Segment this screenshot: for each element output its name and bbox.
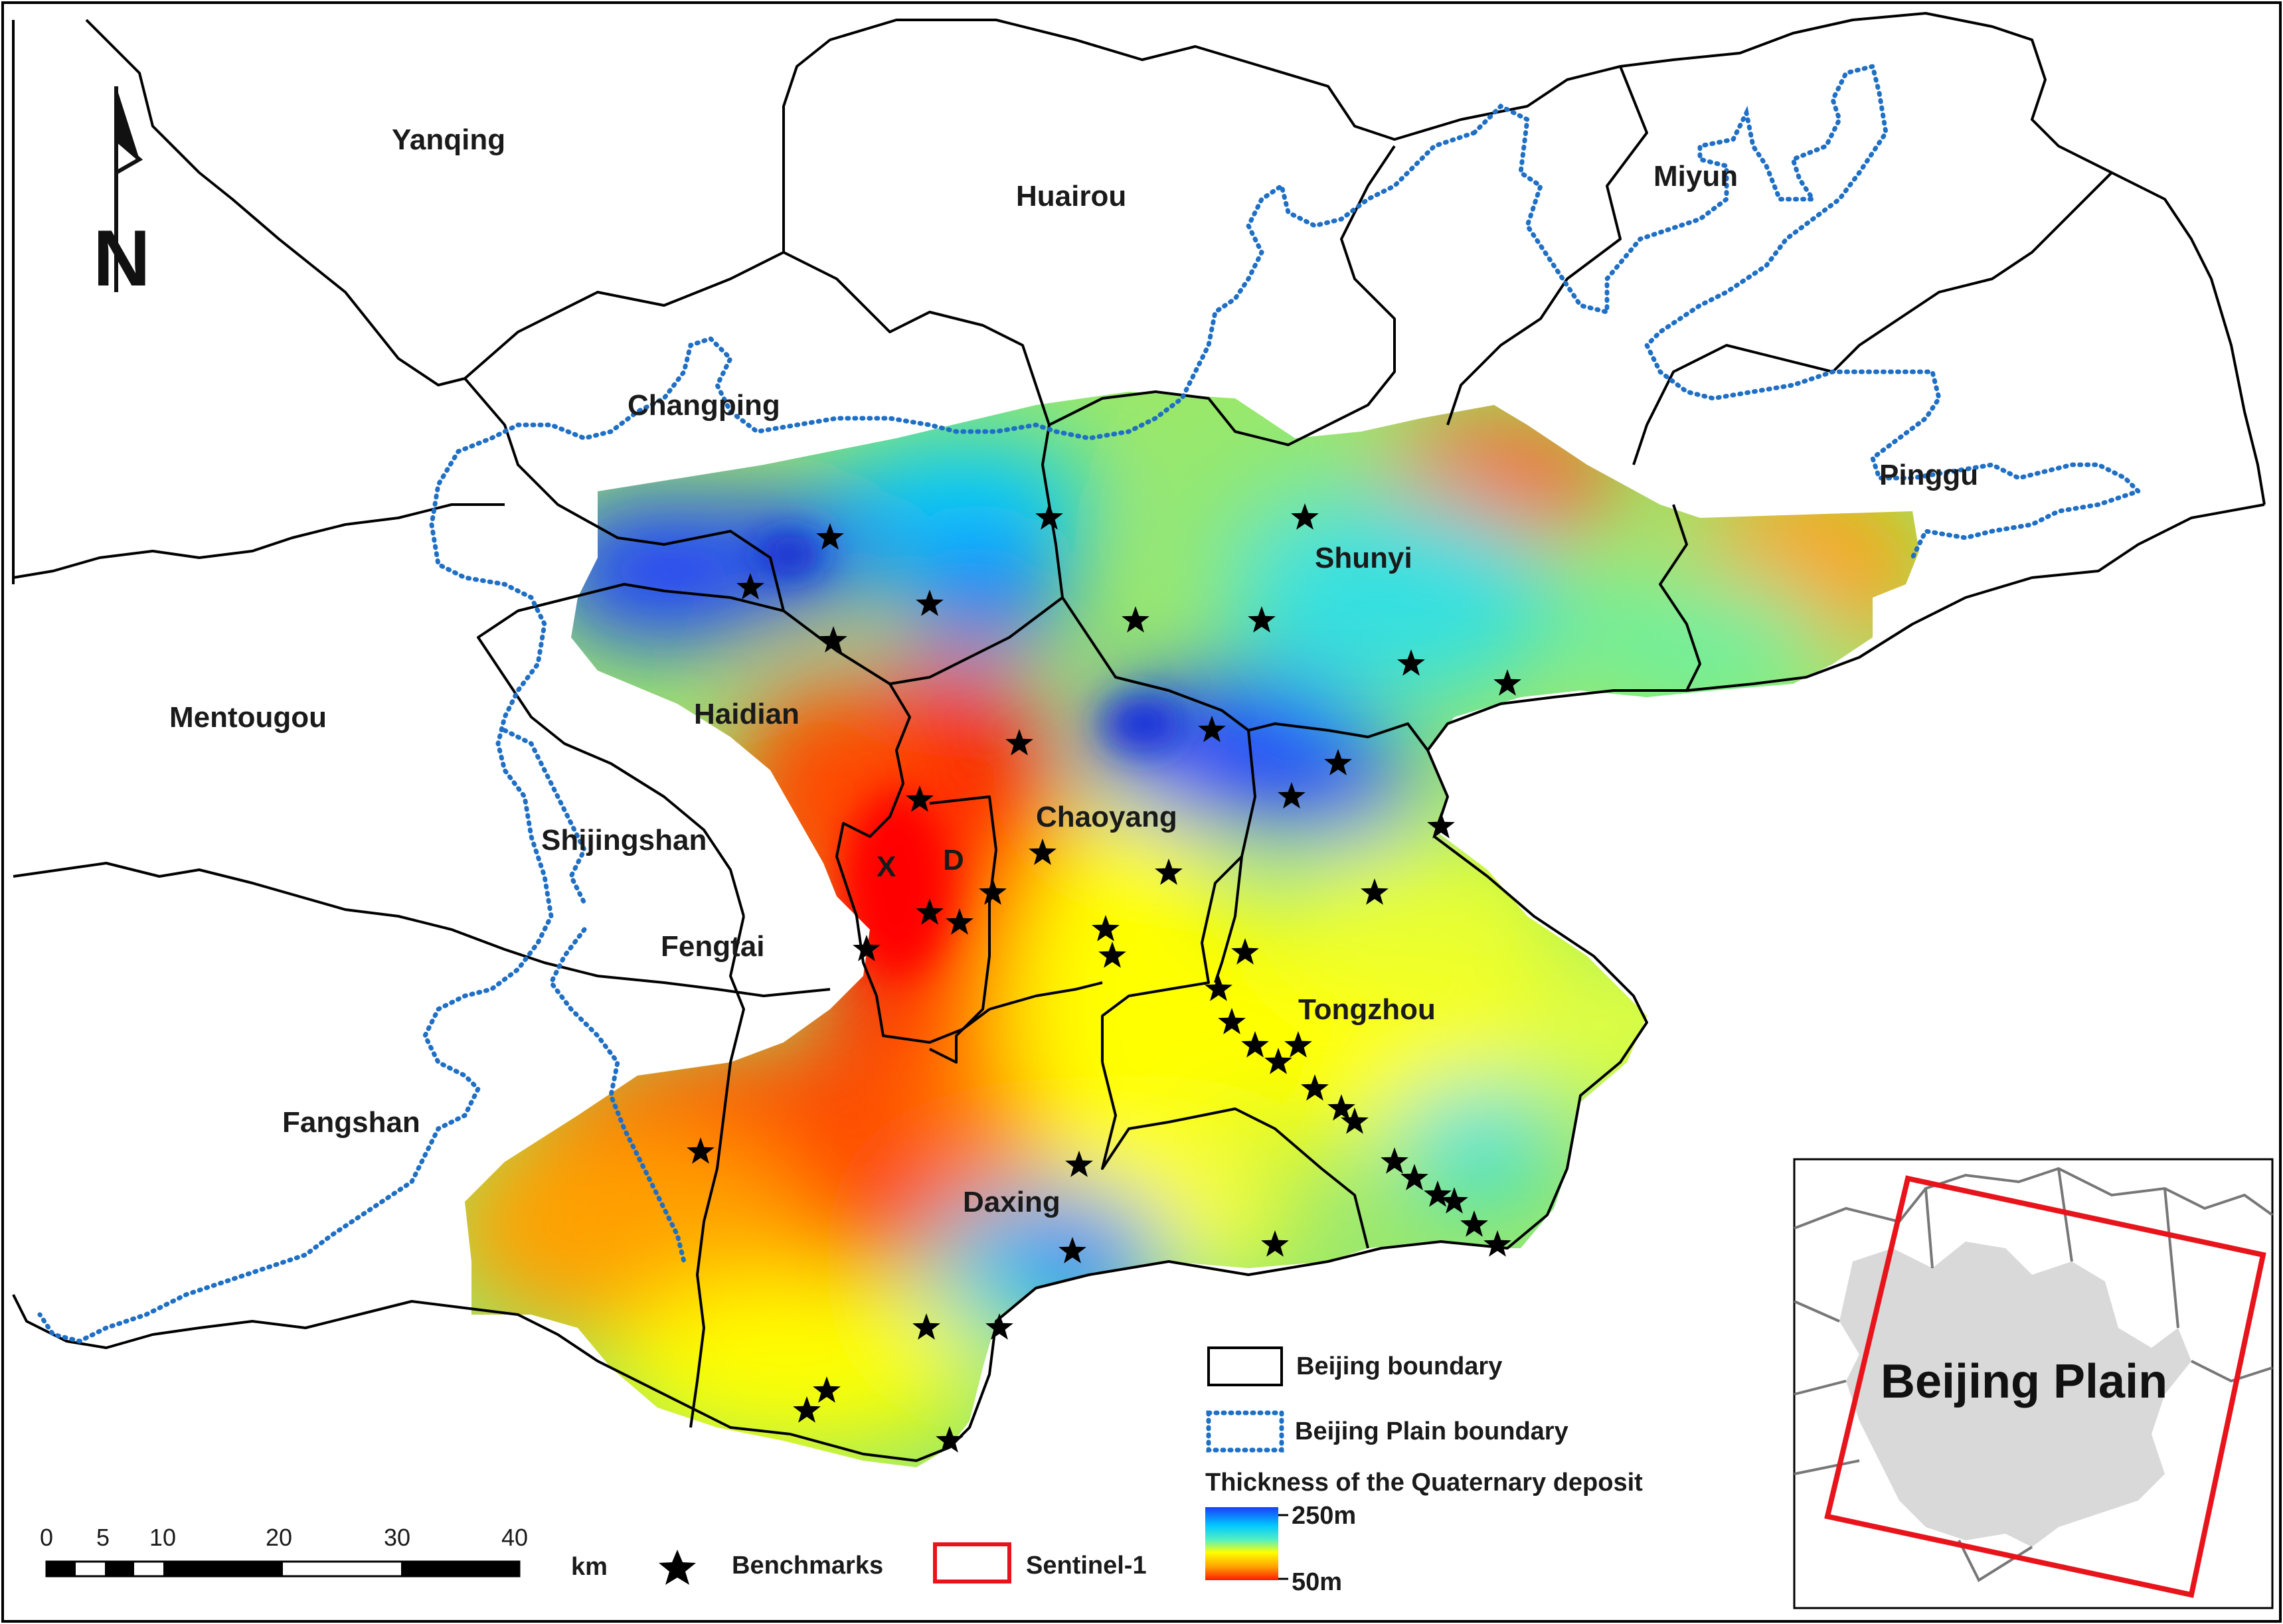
legend-sentinel-swatch — [933, 1542, 1011, 1583]
benchmark-star-2 — [1291, 503, 1319, 530]
scale-tick-10: 10 — [149, 1524, 176, 1551]
benchmark-star-39 — [1440, 1187, 1468, 1214]
benchmark-star-22 — [946, 908, 973, 935]
label-tongzhou: Tongzhou — [1298, 993, 1436, 1026]
benchmark-star-14 — [1278, 782, 1306, 809]
label-shijingshan: Shijingshan — [541, 824, 707, 856]
benchmark-star-37 — [1400, 1164, 1428, 1190]
label-miyun: Miyun — [1653, 160, 1738, 193]
benchmark-star-3 — [816, 523, 844, 550]
legend-plain-swatch — [1206, 1410, 1284, 1453]
benchmark-star-9 — [1397, 649, 1425, 676]
legend-boundary-swatch — [1207, 1346, 1283, 1386]
district-labels: Yanqing Huairou Miyun Changping Pinggu S… — [169, 123, 1978, 1218]
north-arrow-letter: N — [93, 214, 151, 303]
label-haidian: Haidian — [694, 698, 800, 730]
benchmark-star-8 — [819, 626, 847, 653]
benchmark-star-20 — [1361, 878, 1389, 905]
inset-sentinel-frame — [1824, 1175, 2266, 1598]
benchmark-star-18 — [1155, 858, 1183, 885]
benchmark-star-5 — [916, 590, 944, 616]
benchmark-star-38 — [1424, 1180, 1452, 1207]
benchmark-star-17 — [1427, 812, 1455, 839]
benchmark-star-13 — [1005, 729, 1033, 756]
benchmark-star-35 — [1065, 1151, 1093, 1177]
label-yanqing: Yanqing — [392, 123, 505, 156]
benchmark-star-28 — [1218, 1008, 1246, 1034]
benchmark-layer — [687, 503, 1521, 1453]
label-pinggu: Pinggu — [1879, 459, 1978, 491]
benchmark-star-41 — [1483, 1230, 1511, 1257]
label-shunyi: Shunyi — [1315, 542, 1412, 574]
benchmark-star-40 — [1460, 1210, 1488, 1237]
scale-tick-20: 20 — [266, 1524, 292, 1551]
benchmark-star-45 — [912, 1313, 940, 1340]
benchmark-star-29 — [1241, 1031, 1269, 1058]
benchmark-star-31 — [1284, 1031, 1312, 1058]
scale-unit: km — [571, 1553, 608, 1581]
inset-map: Beijing Plain — [1793, 1158, 2274, 1609]
benchmark-star-7 — [1248, 606, 1276, 633]
benchmark-star-36 — [1381, 1147, 1408, 1174]
benchmark-star-23 — [1092, 915, 1120, 941]
benchmark-star-30 — [1264, 1048, 1292, 1074]
label-chaoyang: Chaoyang — [1036, 801, 1177, 833]
plain-boundary — [37, 63, 2143, 1344]
scale-bar: 0 5 10 20 30 40 km — [40, 1524, 608, 1581]
scale-tick-40: 40 — [501, 1524, 528, 1551]
benchmark-star-46 — [985, 1313, 1013, 1340]
legend-beijing-boundary: Beijing boundary — [1296, 1352, 1502, 1380]
benchmark-star-27 — [1205, 975, 1232, 1001]
benchmark-star-11 — [1198, 716, 1226, 742]
benchmark-star-34 — [1341, 1107, 1369, 1134]
benchmark-star-12 — [1324, 749, 1352, 775]
north-arrow: N — [93, 86, 151, 303]
scale-tick-30: 30 — [384, 1524, 410, 1551]
benchmark-star-10 — [1493, 669, 1521, 696]
benchmark-star-44 — [1261, 1230, 1289, 1257]
legend-benchmarks: Benchmarks — [732, 1552, 883, 1580]
label-xicheng: X — [877, 851, 896, 883]
label-changping: Changping — [628, 389, 780, 422]
legend-thickness-ramp — [1205, 1507, 1278, 1580]
label-huairou: Huairou — [1016, 180, 1126, 212]
benchmark-star-25 — [1098, 941, 1126, 968]
inset-plain-area — [1839, 1242, 2191, 1547]
benchmark-star-15 — [906, 785, 934, 812]
label-dongcheng: D — [943, 844, 964, 876]
scale-tick-0: 0 — [40, 1524, 53, 1551]
label-mentougou: Mentougou — [169, 701, 327, 734]
benchmark-star-21 — [916, 898, 944, 925]
inset-title: Beijing Plain — [1881, 1355, 2167, 1408]
benchmark-star-24 — [853, 935, 881, 961]
label-daxing: Daxing — [963, 1186, 1060, 1218]
benchmark-star-42 — [687, 1137, 715, 1164]
benchmark-star-33 — [1327, 1094, 1355, 1121]
legend: Beijing boundary Beijing Plain boundary … — [659, 1346, 1643, 1596]
benchmark-star-48 — [793, 1396, 821, 1423]
benchmark-star-26 — [1231, 938, 1259, 965]
benchmark-star-19 — [979, 878, 1007, 905]
label-fengtai: Fengtai — [661, 930, 764, 963]
benchmark-star-32 — [1301, 1074, 1329, 1101]
label-fangshan: Fangshan — [282, 1106, 420, 1139]
legend-thickness-title: Thickness of the Quaternary deposit — [1205, 1469, 1643, 1497]
scale-tick-5: 5 — [96, 1524, 110, 1551]
legend-sentinel: Sentinel-1 — [1026, 1552, 1147, 1580]
benchmark-star-4 — [736, 573, 764, 600]
legend-plain-boundary: Beijing Plain boundary — [1295, 1418, 1568, 1445]
legend-thickness-max: 250m — [1292, 1502, 1356, 1530]
benchmark-star-1 — [1035, 503, 1063, 530]
legend-star-icon — [659, 1550, 696, 1585]
district-boundaries — [12, 12, 2266, 1462]
legend-thickness-min: 50m — [1292, 1568, 1342, 1596]
benchmark-star-43 — [1058, 1237, 1086, 1263]
benchmark-star-47 — [813, 1376, 841, 1403]
benchmark-star-16 — [1029, 839, 1057, 865]
benchmark-star-6 — [1122, 606, 1149, 633]
benchmark-star-49 — [936, 1426, 964, 1453]
